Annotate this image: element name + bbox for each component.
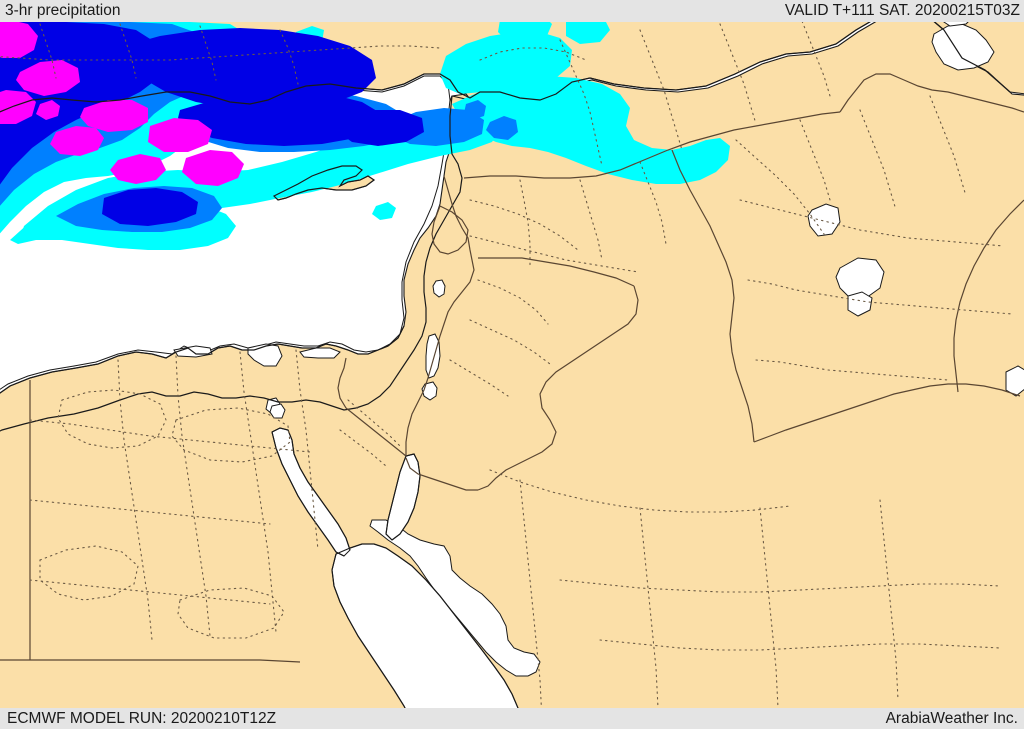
- header-bar: 3-hr precipitation VALID T+111 SAT. 2020…: [0, 0, 1024, 22]
- lake-tiberias: [432, 279, 446, 298]
- precip-layer-very-heavy: [0, 20, 244, 186]
- valid-time-label: VALID T+111 SAT. 20200215T03Z: [784, 2, 1020, 19]
- footer-bar: ECMWF MODEL RUN: 20200210T12Z ArabiaWeat…: [0, 708, 1024, 729]
- provider-credit-label: ArabiaWeather Inc.: [885, 709, 1018, 727]
- lake-urmia: [1005, 365, 1024, 397]
- lagoon-bardawil: [299, 347, 341, 359]
- lake-habbaniyah: [835, 257, 885, 299]
- page-title: 3-hr precipitation: [5, 2, 121, 19]
- admin-boundaries: [0, 15, 1013, 721]
- lake-razazah: [847, 291, 873, 317]
- national-borders: [0, 73, 1024, 663]
- precip-layer-heavy: [0, 20, 424, 226]
- model-run-label: ECMWF MODEL RUN: 20200210T12Z: [7, 709, 277, 727]
- sea-red-sea: [369, 519, 541, 677]
- lake-tharthar: [807, 203, 841, 237]
- lake-dead-sea: [425, 333, 441, 379]
- lake-qarun: [269, 403, 286, 419]
